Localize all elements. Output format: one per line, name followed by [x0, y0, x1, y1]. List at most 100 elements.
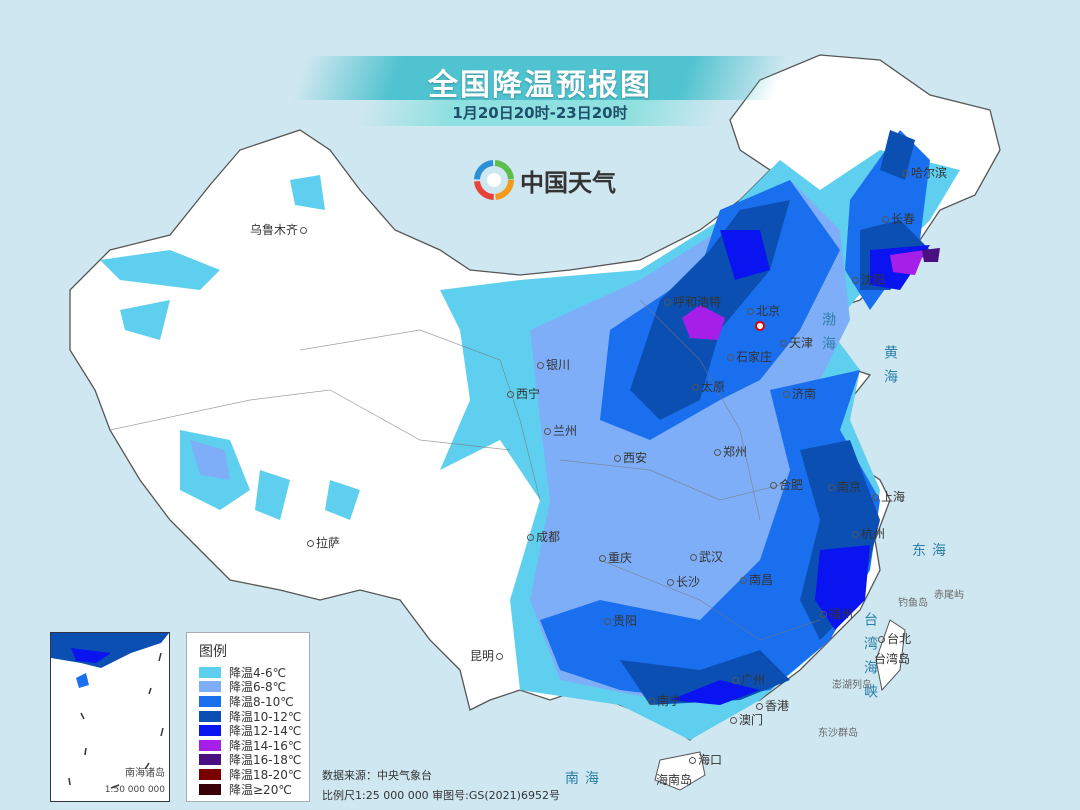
scale-and-approval: 比例尺1:25 000 000 审图号:GS(2021)6952号	[322, 789, 560, 802]
taiwan-outline	[875, 619, 906, 692]
city-label: 杭州	[850, 525, 885, 542]
label-text: 南昌	[749, 573, 774, 587]
city-marker-icon	[902, 170, 909, 177]
city-marker-icon	[872, 494, 879, 501]
legend-label: 降温16-18℃	[229, 753, 302, 768]
label-text: 上海	[881, 490, 906, 504]
legend-swatch	[199, 681, 221, 693]
city-marker-icon	[756, 703, 763, 710]
legend-item: 降温18-20℃	[199, 767, 309, 782]
sea-label: 黄海	[880, 345, 900, 393]
label-text: 拉萨	[316, 536, 341, 550]
label-text: 海南岛	[656, 773, 693, 787]
city-label: 香港	[754, 697, 789, 714]
city-label: 北京	[745, 302, 780, 319]
city-marker-icon	[783, 391, 790, 398]
legend-item: 降温10-12℃	[199, 709, 309, 724]
city-label: 天津	[778, 334, 813, 351]
city-marker-icon	[599, 555, 606, 562]
legend-swatch	[199, 666, 221, 678]
island-label: 澎湖列岛	[832, 676, 872, 691]
legend-label: 降温14-16℃	[229, 738, 302, 753]
sea-label: 渤海	[818, 312, 838, 360]
title-banner: 全国降温预报图 1月20日20时-23日20时	[291, 56, 789, 128]
label-text: 台北	[887, 632, 912, 646]
city-marker-icon	[544, 428, 551, 435]
label-text: 呼和浩特	[673, 295, 722, 309]
label-text: 澳门	[739, 713, 764, 727]
label-text: 钓鱼岛	[898, 598, 928, 609]
island-label: 台湾岛	[874, 650, 910, 667]
city-marker-icon	[604, 618, 611, 625]
legend-title: 图例	[199, 644, 227, 660]
label-text: 长沙	[676, 575, 701, 589]
legend-item: 降温≥20℃	[199, 782, 309, 797]
city-label: 武汉	[688, 548, 723, 565]
legend-label: 降温18-20℃	[229, 767, 302, 782]
city-label: 南宁	[646, 692, 681, 709]
city-label: 澳门	[728, 711, 763, 728]
city-label: 西安	[612, 449, 647, 466]
beijing-capital-marker	[755, 321, 765, 331]
legend-label: 降温≥20℃	[229, 782, 292, 797]
inset-map	[51, 633, 169, 789]
sea-label: 南海	[565, 768, 605, 788]
legend-swatch	[199, 695, 221, 707]
city-label: 济南	[781, 385, 816, 402]
logo-text: 中国天气	[520, 168, 616, 197]
legend-item: 降温8-10℃	[199, 694, 309, 709]
legend-item: 降温6-8℃	[199, 680, 309, 695]
city-marker-icon	[828, 484, 835, 491]
legend-label: 降温8-10℃	[229, 694, 294, 709]
label-text: 太原	[701, 380, 726, 394]
label-text: 杭州	[861, 527, 886, 541]
label-text: 东沙群岛	[818, 728, 858, 739]
legend-swatch	[199, 739, 221, 751]
label-text: 兰州	[553, 424, 578, 438]
city-label: 上海	[870, 488, 905, 505]
inset-title: 南海诸岛	[125, 768, 165, 779]
label-text: 赤尾屿	[934, 590, 964, 601]
city-marker-icon	[648, 698, 655, 705]
label-text: 沈阳	[861, 273, 886, 287]
city-marker-icon	[527, 534, 534, 541]
city-marker-icon	[507, 391, 514, 398]
legend-label: 降温6-8℃	[229, 680, 287, 695]
legend-item: 降温14-16℃	[199, 738, 309, 753]
city-marker-icon	[300, 227, 308, 234]
island-label: 东沙群岛	[818, 724, 858, 739]
map-title: 全国降温预报图	[428, 68, 652, 103]
city-label: 银川	[535, 356, 570, 373]
city-marker-icon	[882, 216, 889, 223]
label-text: 石家庄	[736, 350, 773, 364]
label-text: 北京	[756, 304, 781, 318]
city-marker-icon	[689, 757, 696, 764]
island-label: 赤尾屿	[934, 586, 964, 601]
label-text: 乌鲁木齐	[250, 223, 299, 237]
island-label: 海南岛	[656, 771, 692, 788]
city-label: 长沙	[665, 573, 700, 590]
sea-label: 台湾海峡	[860, 612, 880, 708]
label-text: 昆明	[470, 649, 495, 663]
label-text: 台湾岛	[874, 652, 911, 666]
legend-label: 降温12-14℃	[229, 724, 302, 739]
legend-item: 降温4-6℃	[199, 665, 309, 680]
city-label: 呼和浩特	[662, 293, 721, 310]
city-marker-icon	[732, 677, 739, 684]
label-text: 广州	[741, 673, 766, 687]
city-marker-icon	[496, 653, 504, 660]
label-text: 黄海	[882, 345, 898, 393]
inset-scale: 1:50 000 000	[104, 785, 165, 795]
city-label: 石家庄	[725, 348, 772, 365]
legend-item: 降温12-14℃	[199, 723, 309, 738]
city-marker-icon	[537, 362, 544, 369]
legend-label: 降温4-6℃	[229, 665, 287, 680]
label-text: 南海	[565, 771, 605, 787]
label-text: 银川	[546, 358, 571, 372]
city-marker-icon	[852, 277, 859, 284]
province-borders	[109, 299, 821, 641]
legend-swatch	[199, 754, 221, 766]
label-text: 南宁	[657, 694, 682, 708]
label-text: 贵阳	[613, 614, 638, 628]
south-china-sea-inset: 南海诸岛 1:50 000 000	[50, 632, 170, 802]
